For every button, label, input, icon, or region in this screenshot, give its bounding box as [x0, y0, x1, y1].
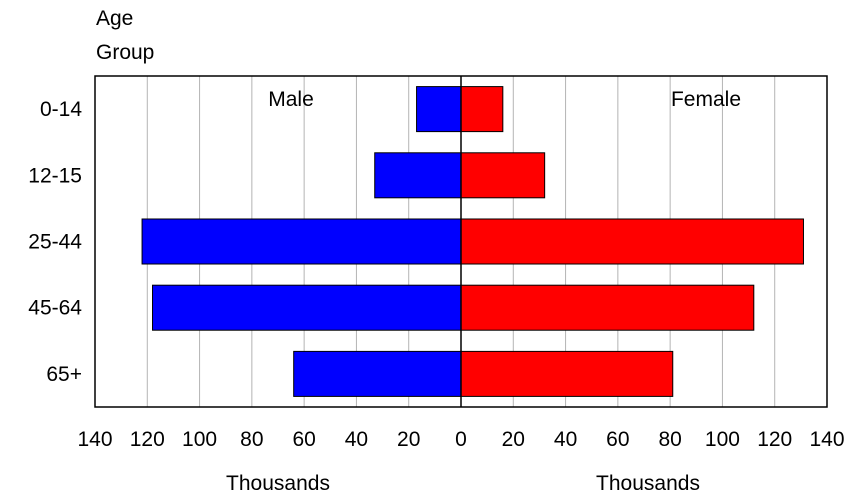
x-tick-label: 20: [397, 428, 420, 451]
series-label-female: Female: [671, 88, 741, 111]
x-tick-label: 140: [77, 428, 112, 451]
y-axis-title-line2: Group: [96, 41, 154, 64]
bar-female: [460, 284, 755, 331]
plot-frame: [94, 75, 828, 408]
x-tick-label: 40: [345, 428, 368, 451]
bar-female: [460, 350, 674, 397]
x-tick-label: 0: [455, 428, 467, 451]
x-tick-label: 140: [809, 428, 844, 451]
y-axis-title-line1: Age: [96, 7, 133, 30]
x-axis-label-right: Thousands: [596, 472, 700, 495]
x-tick-label: 100: [182, 428, 217, 451]
tick-label-layer: 140 120 100 80 60 40 20 0 20 40 60 80 100 120 140: [77, 428, 844, 451]
category-label: 45-64: [28, 297, 82, 320]
bar-male: [152, 284, 462, 331]
category-label: 65+: [46, 363, 82, 386]
bar-male: [416, 86, 462, 133]
bar-layer: [141, 86, 804, 397]
bar-female: [460, 152, 546, 199]
x-tick-label: 120: [757, 428, 792, 451]
x-tick-label: 60: [292, 428, 315, 451]
bar-female: [460, 86, 504, 133]
x-tick-label: 20: [502, 428, 525, 451]
bar-female: [460, 218, 804, 265]
category-label-layer: 0-14 12-15 25-44 45-64 65+: [28, 98, 82, 386]
x-tick-label: 80: [240, 428, 263, 451]
x-tick-label: 40: [554, 428, 577, 451]
category-label: 12-15: [28, 164, 82, 187]
x-axis-label-left: Thousands: [226, 472, 330, 495]
x-tick-label: 120: [130, 428, 165, 451]
bar-male: [374, 152, 462, 199]
bar-male: [141, 218, 462, 265]
x-tick-label: 100: [705, 428, 740, 451]
series-label-male: Male: [268, 88, 314, 111]
category-label: 25-44: [28, 231, 82, 254]
bar-male: [293, 350, 462, 397]
x-tick-label: 80: [658, 428, 681, 451]
x-tick-label: 60: [606, 428, 629, 451]
category-label: 0-14: [40, 98, 82, 121]
